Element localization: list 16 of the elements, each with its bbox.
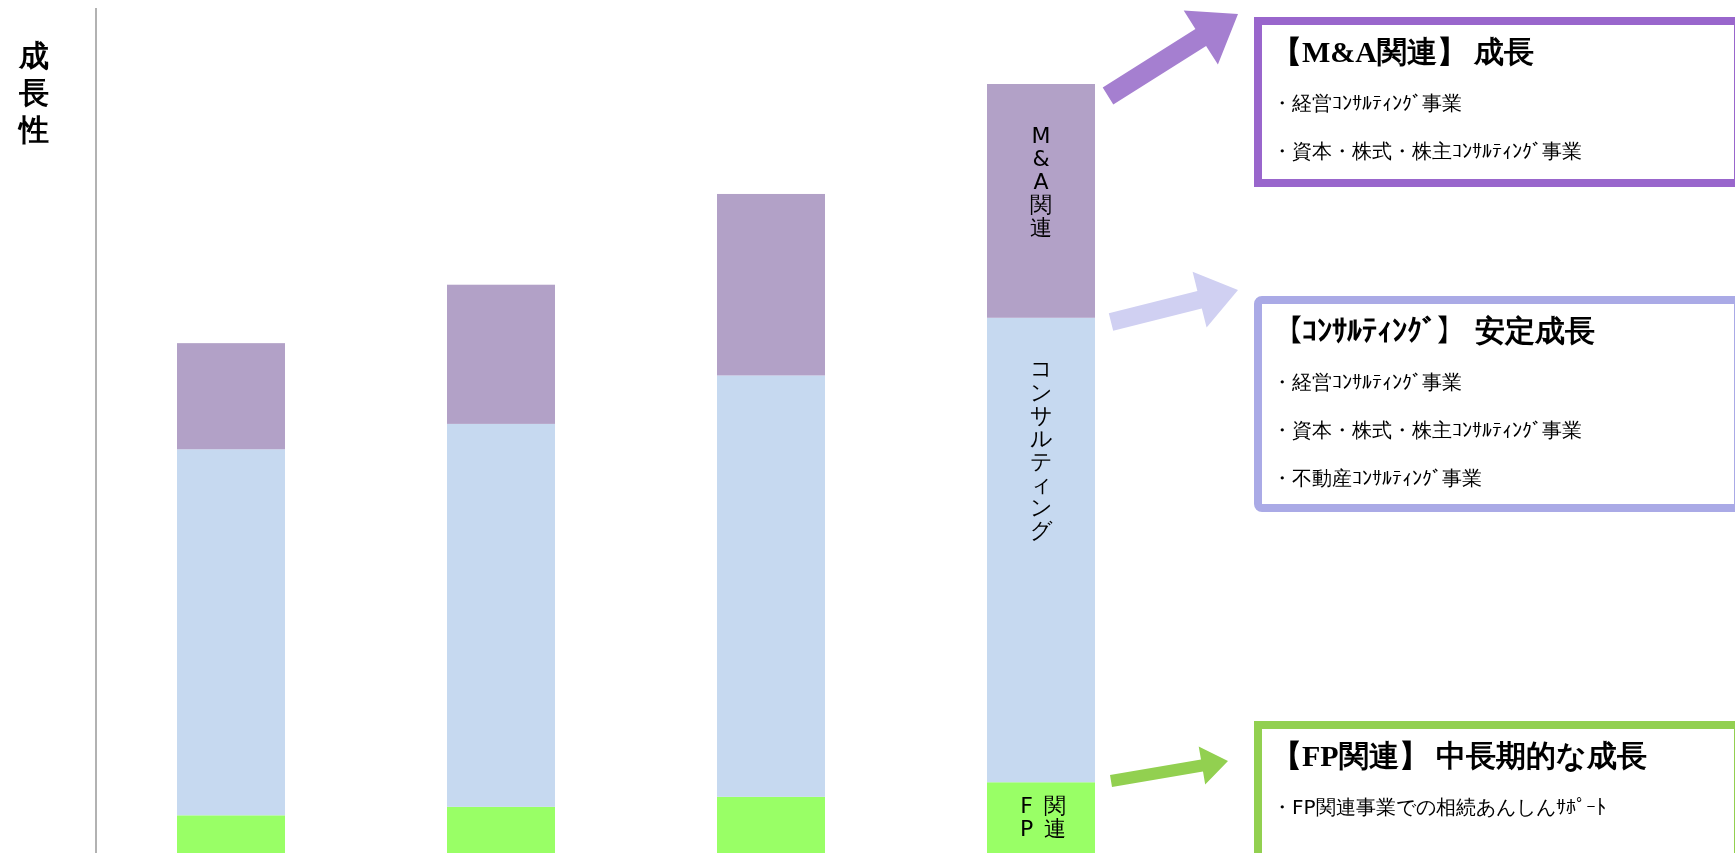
bar (717, 193, 825, 376)
bar (987, 782, 1095, 853)
bar (447, 423, 555, 807)
series-label: M&A関連 (1030, 122, 1052, 241)
bar (717, 375, 825, 797)
series-label: FP関連 (1020, 793, 1067, 842)
series-label: コンサルティング (1029, 356, 1053, 544)
bar (177, 815, 285, 853)
bar (717, 796, 825, 853)
bar (447, 284, 555, 424)
bar (447, 806, 555, 853)
ylabel: 成長性 (19, 38, 49, 147)
bar (177, 343, 285, 450)
bar (177, 449, 285, 816)
bar (987, 84, 1095, 318)
bar (987, 317, 1095, 783)
